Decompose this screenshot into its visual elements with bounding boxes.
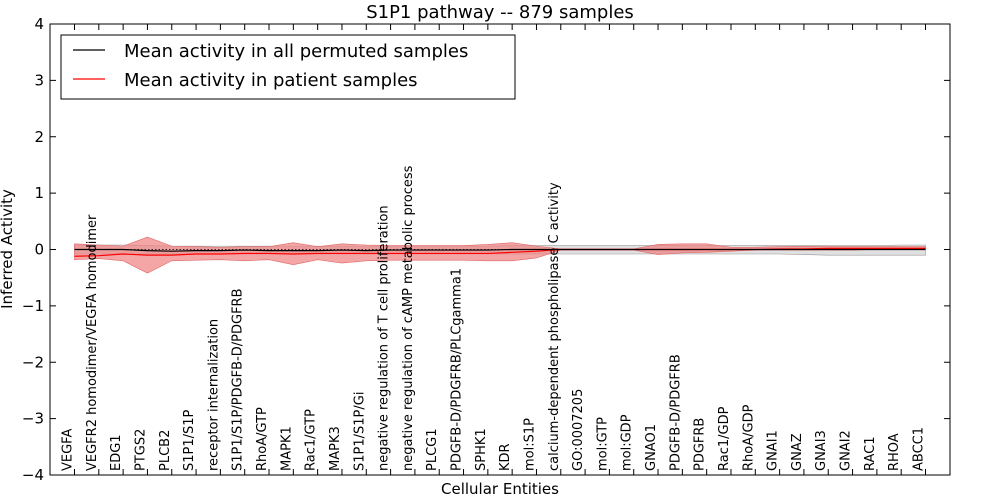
legend-entry-permuted: Mean activity in all permuted samples xyxy=(124,41,468,62)
category-label: Rac1/GTP xyxy=(304,409,319,471)
category-label: ABCC1 xyxy=(912,427,927,471)
category-label: negative regulation of cAMP metabolic pr… xyxy=(401,165,416,471)
category-label: S1P1/S1P/Gi xyxy=(352,392,367,471)
category-label: PDGFB-D/PDGFRB/PLCgamma1 xyxy=(450,268,465,471)
category-label: EDG1 xyxy=(109,434,124,471)
category-label: GO:0007205 xyxy=(571,389,586,471)
category-label: VEGFR2 homodimer/VEGFA homodimer xyxy=(85,214,100,471)
category-label: GNAO1 xyxy=(644,424,659,471)
y-tick-label: −2 xyxy=(22,353,44,371)
category-label: KDR xyxy=(498,443,513,471)
category-label: calcium-dependent phospholipase C activi… xyxy=(547,182,562,471)
category-label: PDGFB-D/PDGFRB xyxy=(668,354,683,471)
category-label: S1P1/S1P xyxy=(182,409,197,471)
category-label: mol:GTP xyxy=(595,417,610,471)
chart-title: S1P1 pathway -- 879 samples xyxy=(366,2,634,23)
category-label: GNAI2 xyxy=(839,430,854,471)
category-label: SPHK1 xyxy=(474,428,489,471)
category-label: Rac1/GDP xyxy=(717,406,732,471)
legend: Mean activity in all permuted samples Me… xyxy=(60,34,516,100)
y-tick-label: −4 xyxy=(22,466,44,484)
category-label: VEGFA xyxy=(61,429,76,471)
category-label: receptor internalization xyxy=(206,319,221,471)
category-label: S1P1/S1P/PDGFB-D/PDGFRB xyxy=(231,288,246,471)
y-tick-label: 4 xyxy=(34,15,44,33)
category-label: MAPK3 xyxy=(328,426,343,471)
category-label: MAPK1 xyxy=(279,426,294,471)
y-tick-label: 2 xyxy=(34,128,44,146)
x-axis-label: Cellular Entities xyxy=(441,480,559,498)
legend-entry-patient: Mean activity in patient samples xyxy=(124,70,418,91)
y-tick-label: −1 xyxy=(22,297,44,315)
y-tick-label: −3 xyxy=(22,410,44,428)
category-label: PLCB2 xyxy=(158,430,173,471)
y-tick-label: 0 xyxy=(34,241,44,259)
y-tick-label: 3 xyxy=(34,71,44,89)
category-label: mol:S1P xyxy=(522,418,537,471)
category-label: PTGS2 xyxy=(133,429,148,471)
category-label: GNAZ xyxy=(790,433,805,471)
y-tick-label: 1 xyxy=(34,184,44,202)
category-label: RHOA xyxy=(887,433,902,471)
category-label: RhoA/GTP xyxy=(255,407,270,471)
category-label: PLCG1 xyxy=(425,428,440,471)
category-label: PDGFRB xyxy=(693,418,708,471)
category-label: mol:GDP xyxy=(620,414,635,471)
category-label: negative regulation of T cell proliferat… xyxy=(377,205,392,471)
permuted-line xyxy=(74,248,926,252)
y-axis-label: Inferred Activity xyxy=(0,189,16,309)
category-label: RAC1 xyxy=(863,436,878,471)
category-label: GNAI3 xyxy=(814,430,829,471)
category-label: RhoA/GDP xyxy=(741,404,756,471)
category-label: GNAI1 xyxy=(766,430,781,471)
legend-box xyxy=(60,34,516,100)
